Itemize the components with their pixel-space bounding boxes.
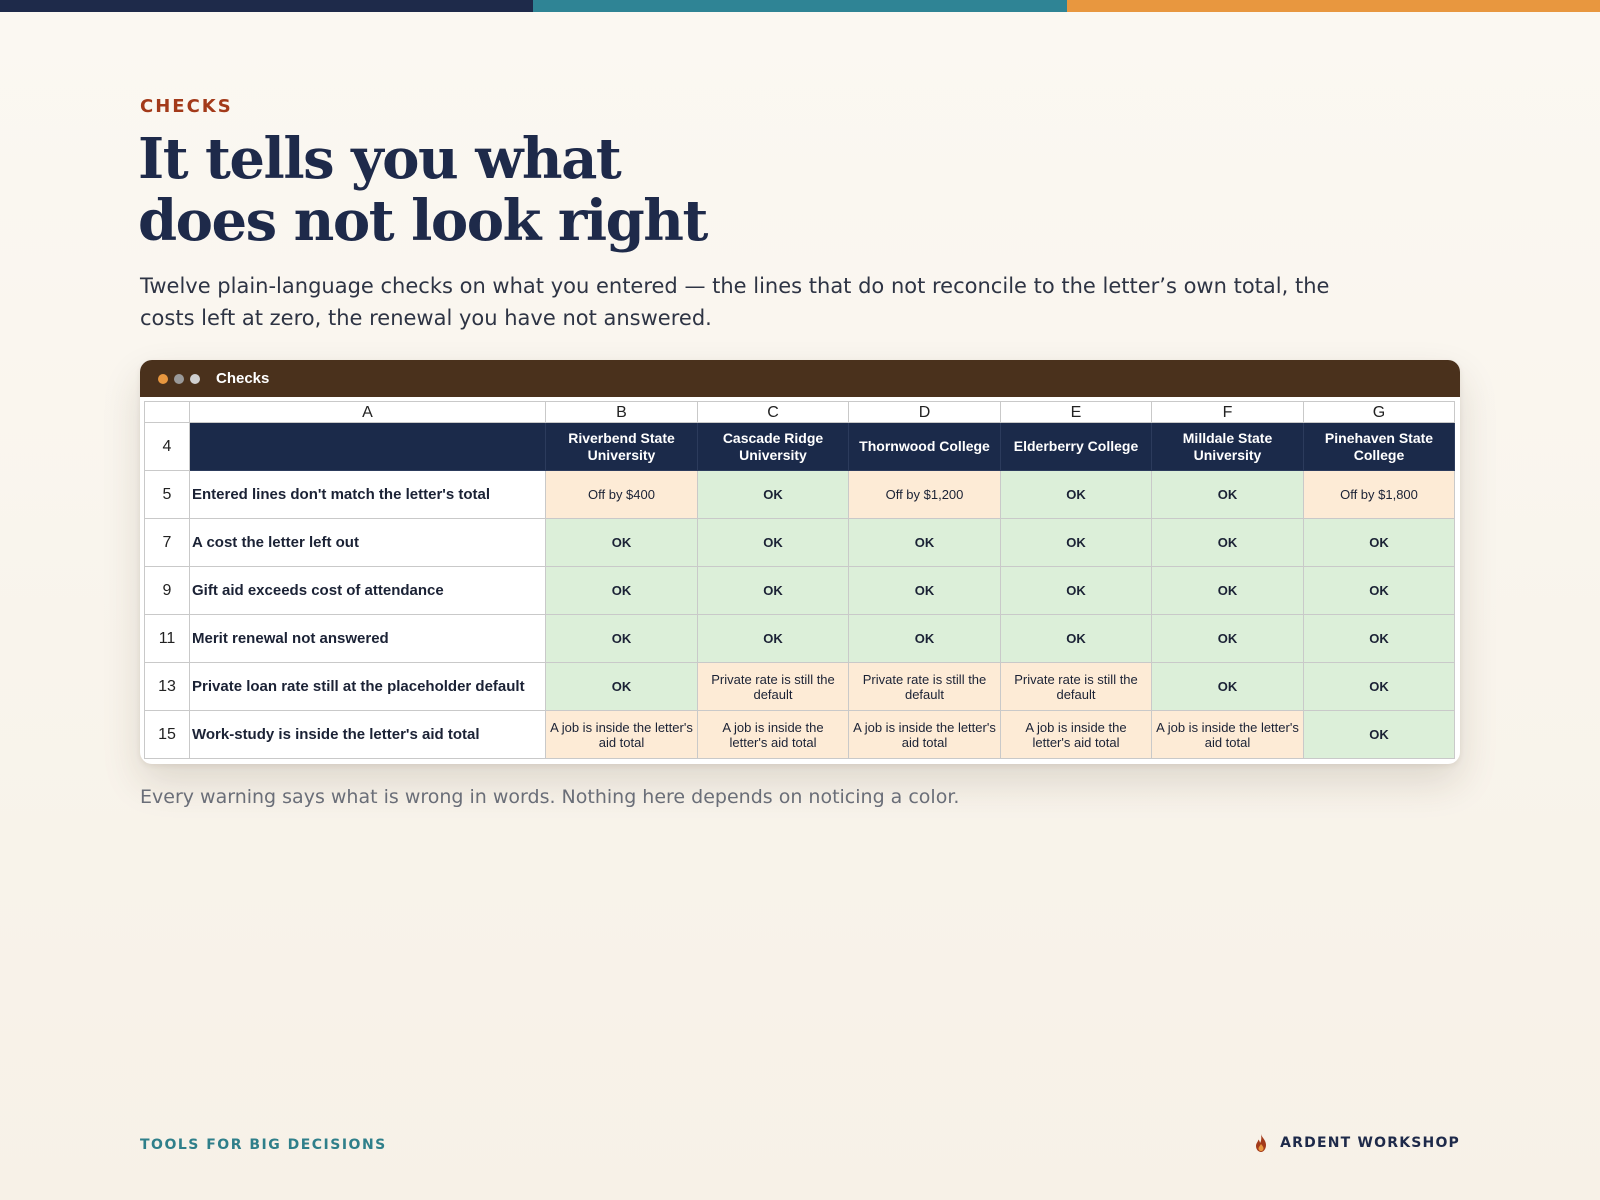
check-cell[interactable]: OK (697, 614, 849, 663)
accent-stripe-navy (0, 0, 534, 12)
accent-stripe-teal (533, 0, 1067, 12)
school-header-cell[interactable]: Milldale State University (1151, 422, 1304, 471)
check-label[interactable]: Gift aid exceeds cost of attendance (189, 566, 546, 615)
header-blank-cell[interactable] (189, 422, 546, 471)
school-header-row: 4 Riverbend State University Cascade Rid… (144, 422, 1455, 471)
caption-note: Every warning says what is wrong in word… (140, 786, 960, 808)
row-number[interactable]: 15 (144, 710, 190, 759)
check-cell[interactable]: Private rate is still the default (1000, 662, 1152, 711)
flame-icon (1256, 1134, 1267, 1152)
column-letter[interactable]: D (848, 401, 1001, 423)
check-cell[interactable]: A job is inside the letter's aid total (545, 710, 698, 759)
row-number[interactable]: 9 (144, 566, 190, 615)
check-cell[interactable]: OK (697, 518, 849, 567)
window-dot-grey[interactable] (174, 373, 184, 384)
check-cell[interactable]: Off by $1,800 (1303, 470, 1455, 519)
check-cell[interactable]: Private rate is still the default (848, 662, 1001, 711)
row-number[interactable]: 5 (144, 470, 190, 519)
spreadsheet-window: Checks A B C D E F G (140, 360, 1460, 764)
row-number[interactable]: 4 (144, 422, 190, 471)
check-cell[interactable]: OK (545, 518, 698, 567)
check-cell[interactable]: OK (1303, 614, 1455, 663)
row-number[interactable]: 7 (144, 518, 190, 567)
window-titlebar: Checks (140, 360, 1460, 397)
column-header-row: A B C D E F G (144, 401, 1455, 423)
check-cell[interactable]: OK (1151, 662, 1304, 711)
school-header-cell[interactable]: Thornwood College (848, 422, 1001, 471)
check-cell[interactable]: OK (1303, 518, 1455, 567)
check-cell[interactable]: OK (1151, 518, 1304, 567)
check-label[interactable]: Private loan rate still at the placehold… (189, 662, 546, 711)
check-row: 5 Entered lines don't match the letter's… (144, 470, 1455, 519)
top-accent-bar (0, 0, 1600, 12)
window-dot-orange[interactable] (158, 373, 168, 384)
row-number[interactable]: 13 (144, 662, 190, 711)
window-title: Checks (216, 370, 270, 387)
check-cell[interactable]: OK (1151, 566, 1304, 615)
corner-cell[interactable] (144, 401, 190, 423)
check-cell[interactable]: Private rate is still the default (697, 662, 849, 711)
check-cell[interactable]: A job is inside the letter's aid total (1000, 710, 1152, 759)
check-row: 13 Private loan rate still at the placeh… (144, 662, 1455, 711)
footer-tagline: TOOLS FOR BIG DECISIONS (140, 1137, 387, 1153)
footer-brand[interactable]: ARDENT WORKSHOP (1252, 1133, 1460, 1153)
check-cell[interactable]: OK (848, 566, 1001, 615)
check-row: 15 Work-study is inside the letter's aid… (144, 710, 1455, 759)
check-cell[interactable]: A job is inside the letter's aid total (848, 710, 1001, 759)
brand-name: ARDENT WORKSHOP (1280, 1135, 1460, 1151)
check-cell[interactable]: Off by $400 (545, 470, 698, 519)
check-cell[interactable]: OK (848, 614, 1001, 663)
check-cell[interactable]: OK (697, 470, 849, 519)
check-cell[interactable]: OK (697, 566, 849, 615)
title-line-1: It tells you what (138, 126, 622, 192)
checks-sheet: A B C D E F G 4 Riverbend State Universi… (144, 401, 1455, 759)
school-header-cell[interactable]: Pinehaven State College (1303, 422, 1455, 471)
title-line-2: does not look right (138, 188, 708, 254)
check-label[interactable]: Entered lines don't match the letter's t… (189, 470, 546, 519)
column-letter[interactable]: A (189, 401, 546, 423)
window-dot-light[interactable] (190, 373, 200, 384)
column-letter[interactable]: E (1000, 401, 1152, 423)
check-row: 7 A cost the letter left out OK OK OK OK… (144, 518, 1455, 567)
column-letter[interactable]: G (1303, 401, 1455, 423)
school-header-cell[interactable]: Elderberry College (1000, 422, 1152, 471)
check-cell[interactable]: OK (848, 518, 1001, 567)
column-letter[interactable]: C (697, 401, 849, 423)
check-label[interactable]: Work-study is inside the letter's aid to… (189, 710, 546, 759)
row-number[interactable]: 11 (144, 614, 190, 663)
check-cell[interactable]: OK (545, 662, 698, 711)
check-cell[interactable]: OK (1303, 710, 1455, 759)
check-row: 9 Gift aid exceeds cost of attendance OK… (144, 566, 1455, 615)
check-row: 11 Merit renewal not answered OK OK OK O… (144, 614, 1455, 663)
page-title: It tells you what does not look right (138, 128, 938, 252)
check-cell[interactable]: OK (1000, 614, 1152, 663)
column-letter[interactable]: F (1151, 401, 1304, 423)
check-cell[interactable]: OK (545, 566, 698, 615)
section-eyebrow: CHECKS (140, 96, 233, 117)
check-cell[interactable]: OK (1000, 566, 1152, 615)
check-cell[interactable]: A job is inside the letter's aid total (697, 710, 849, 759)
accent-stripe-orange (1066, 0, 1600, 12)
check-cell[interactable]: OK (545, 614, 698, 663)
column-letter[interactable]: B (545, 401, 698, 423)
school-header-cell[interactable]: Cascade Ridge University (697, 422, 849, 471)
check-label[interactable]: A cost the letter left out (189, 518, 546, 567)
lede-paragraph: Twelve plain-language checks on what you… (140, 274, 1330, 330)
check-cell[interactable]: OK (1151, 470, 1304, 519)
check-cell[interactable]: OK (1151, 614, 1304, 663)
check-cell[interactable]: OK (1303, 566, 1455, 615)
check-cell[interactable]: OK (1000, 518, 1152, 567)
school-header-cell[interactable]: Riverbend State University (545, 422, 698, 471)
check-cell[interactable]: OK (1303, 662, 1455, 711)
check-label[interactable]: Merit renewal not answered (189, 614, 546, 663)
check-cell[interactable]: OK (1000, 470, 1152, 519)
check-cell[interactable]: A job is inside the letter's aid total (1151, 710, 1304, 759)
check-cell[interactable]: Off by $1,200 (848, 470, 1001, 519)
